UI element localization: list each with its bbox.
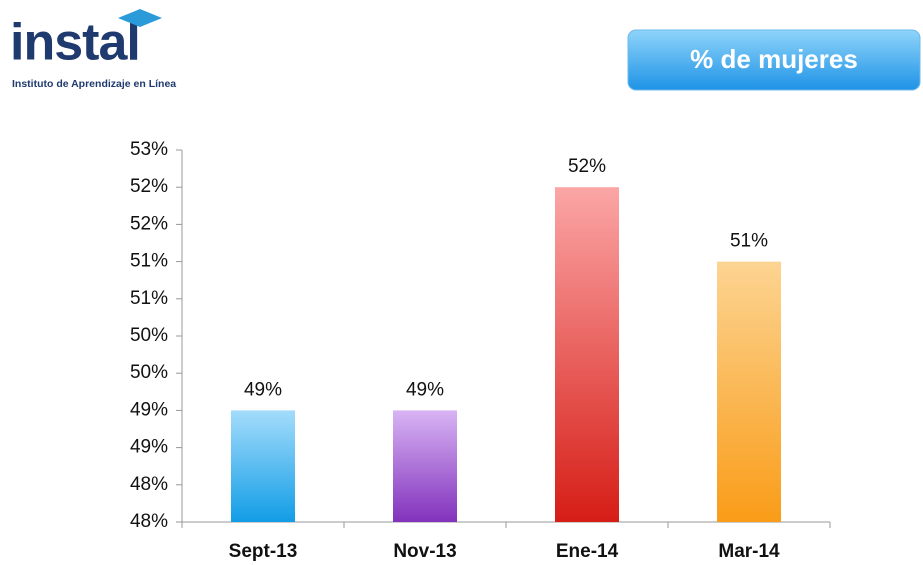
- data-label: 49%: [406, 379, 444, 400]
- data-label: 51%: [730, 231, 768, 252]
- bar: [717, 261, 781, 522]
- x-tick-label: Nov-13: [393, 541, 456, 562]
- chart-title: % de mujeres: [690, 44, 858, 74]
- logo-subtitle: Instituto de Aprendizaje en Línea: [12, 78, 176, 90]
- data-label: 49%: [244, 379, 282, 400]
- y-tick-label: 49%: [130, 437, 168, 458]
- y-tick-label: 48%: [130, 511, 168, 532]
- x-tick-label: Sept-13: [229, 541, 298, 562]
- bar: [393, 410, 457, 522]
- y-tick-label: 53%: [130, 139, 168, 160]
- y-tick-label: 52%: [130, 213, 168, 234]
- y-tick-label: 48%: [130, 474, 168, 495]
- bar: [555, 187, 619, 522]
- y-tick-label: 51%: [130, 251, 168, 272]
- y-tick-label: 51%: [130, 288, 168, 309]
- y-tick-label: 52%: [130, 176, 168, 197]
- y-tick-label: 50%: [130, 362, 168, 383]
- logo: instal Instituto de Aprendizaje en Línea: [10, 9, 176, 90]
- data-label: 52%: [568, 156, 606, 177]
- logo-cap: [118, 9, 162, 27]
- bar: [231, 410, 295, 522]
- x-tick-label: Ene-14: [556, 541, 619, 562]
- title-button: [627, 29, 921, 91]
- y-tick-label: 50%: [130, 325, 168, 346]
- x-tick-label: Mar-14: [718, 541, 780, 562]
- logo-text: instal: [10, 14, 140, 72]
- y-tick-label: 49%: [130, 399, 168, 420]
